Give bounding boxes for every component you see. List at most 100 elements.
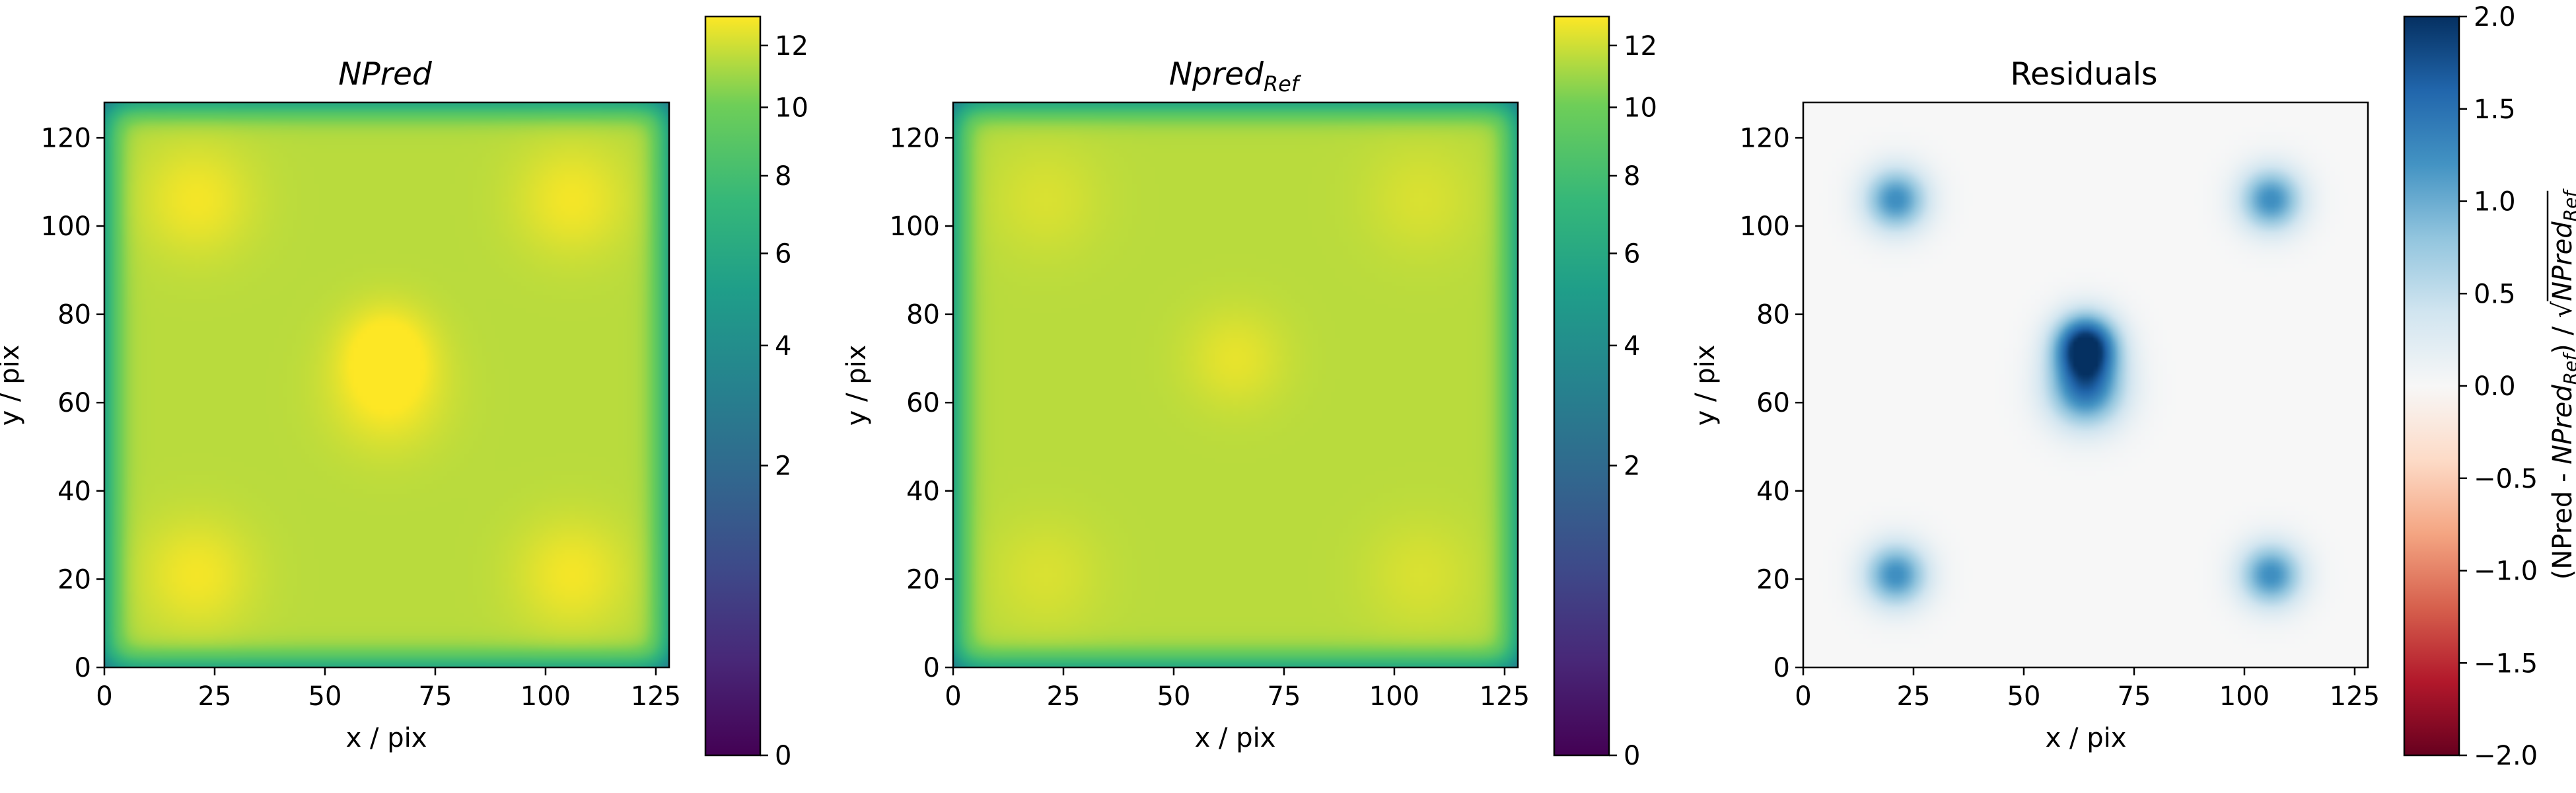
colorbar-ticks: 0 2 4 6 8 10 12 bbox=[760, 31, 808, 771]
x-tick-label: 0 bbox=[945, 681, 961, 712]
x-axis-label: x / pix bbox=[1195, 723, 1276, 753]
title-subscript: Ref bbox=[1264, 71, 1302, 96]
heatmap-image bbox=[1803, 102, 2368, 667]
colorbar: 0 2 4 6 8 10 12 bbox=[1553, 15, 1657, 771]
x-tick-label: 125 bbox=[1480, 681, 1530, 712]
label-npred-radicand: NPred bbox=[2548, 221, 2576, 301]
x-tick-label: 50 bbox=[1157, 681, 1191, 712]
label-middle: ) / bbox=[2548, 318, 2576, 354]
colorbar-tick-label: 10 bbox=[775, 93, 808, 123]
y-tick-label: 20 bbox=[906, 564, 940, 595]
axis-ticks: 0 25 50 75 100 125 0 20 40 60 80 100 120 bbox=[890, 123, 1530, 712]
heatmap-image bbox=[104, 102, 669, 667]
y-tick-label: 120 bbox=[1740, 123, 1790, 153]
x-tick-label: 100 bbox=[1369, 681, 1419, 712]
colorbar-label: (NPred - NPredRef) / √NPredRef bbox=[2546, 188, 2576, 580]
heatmap-image bbox=[953, 102, 1518, 667]
x-tick-label: 75 bbox=[1268, 681, 1301, 712]
y-axis-label: y / pix bbox=[841, 345, 872, 426]
y-tick-label: 120 bbox=[890, 123, 940, 153]
y-tick-label: 40 bbox=[1756, 476, 1790, 507]
colorbar-gradient bbox=[705, 17, 760, 755]
label-npred: NPred bbox=[2548, 385, 2576, 465]
colorbar-tick-label: 10 bbox=[1624, 93, 1657, 123]
x-tick-label: 0 bbox=[1795, 681, 1811, 712]
x-tick-label: 50 bbox=[2007, 681, 2041, 712]
panel-residuals: Residuals 0 25 50 75 100 125 0 20 40 60 80 100 120 x… bbox=[1690, 2, 2576, 771]
title-main: Npred bbox=[1169, 56, 1264, 93]
colorbar-ticks: 0 2 4 6 8 10 12 bbox=[1609, 31, 1657, 771]
colorbar-label-text: (NPred - NPredRef) / √NPredRef bbox=[2548, 188, 2576, 580]
label-ref: Ref bbox=[2559, 352, 2576, 385]
y-tick-label: 60 bbox=[57, 388, 91, 418]
colorbar-tick-label: 1.0 bbox=[2474, 187, 2516, 217]
panel-title: NPred bbox=[338, 56, 433, 93]
colorbar: 2.0 1.5 1.0 0.5 0.0 −0.5 −1.0 −1.5 −2.0 bbox=[2403, 2, 2538, 771]
colorbar-tick-label: 0 bbox=[775, 741, 791, 771]
y-axis-label: y / pix bbox=[1690, 345, 1721, 426]
y-tick-label: 40 bbox=[57, 476, 91, 507]
y-tick-label: 20 bbox=[57, 564, 91, 595]
x-tick-label: 100 bbox=[520, 681, 571, 712]
x-tick-label: 125 bbox=[631, 681, 681, 712]
colorbar-tick-label: 1.5 bbox=[2474, 94, 2516, 125]
y-tick-label: 80 bbox=[906, 300, 940, 330]
x-axis-label: x / pix bbox=[2046, 723, 2127, 753]
axis-ticks: 0 25 50 75 100 125 0 20 40 60 80 100 120 bbox=[41, 123, 682, 712]
y-tick-label: 80 bbox=[57, 300, 91, 330]
colorbar-tick-label: 6 bbox=[1624, 239, 1640, 269]
x-tick-label: 25 bbox=[1047, 681, 1081, 712]
plot-frame bbox=[1802, 101, 2369, 669]
y-tick-label: 60 bbox=[906, 388, 940, 418]
y-tick-label: 0 bbox=[75, 653, 91, 683]
colorbar-tick-label: −1.0 bbox=[2474, 556, 2538, 587]
panel-title: NpredRef bbox=[1169, 56, 1302, 96]
y-tick-label: 0 bbox=[923, 653, 940, 683]
colorbar-tick-label: 8 bbox=[775, 161, 791, 192]
axis-ticks: 0 25 50 75 100 125 0 20 40 60 80 100 120 bbox=[1740, 123, 2380, 712]
colorbar-tick-label: −2.0 bbox=[2474, 741, 2538, 771]
y-tick-label: 40 bbox=[906, 476, 940, 507]
y-tick-label: 60 bbox=[1756, 388, 1790, 418]
x-tick-label: 100 bbox=[2219, 681, 2270, 712]
colorbar-tick-label: 6 bbox=[775, 239, 791, 269]
x-tick-label: 125 bbox=[2330, 681, 2380, 712]
colorbar-tick-label: −1.5 bbox=[2474, 648, 2538, 679]
colorbar-frame bbox=[704, 15, 762, 757]
y-tick-label: 80 bbox=[1756, 300, 1790, 330]
label-ref-radicand: Ref bbox=[2559, 188, 2576, 222]
plot-frame bbox=[952, 101, 1519, 669]
plot-frame bbox=[103, 101, 670, 669]
colorbar-ticks: 2.0 1.5 1.0 0.5 0.0 −0.5 −1.0 −1.5 −2.0 bbox=[2459, 2, 2538, 771]
y-tick-label: 100 bbox=[41, 211, 91, 242]
colorbar-tick-label: 4 bbox=[1624, 331, 1640, 361]
x-axis-label: x / pix bbox=[346, 723, 427, 753]
colorbar-tick-label: 2 bbox=[775, 451, 791, 481]
label-sqrt-sign: √ bbox=[2548, 301, 2576, 318]
colorbar-gradient bbox=[1554, 17, 1609, 755]
panel-title: Residuals bbox=[2011, 56, 2158, 93]
colorbar-tick-label: 12 bbox=[775, 31, 808, 61]
colorbar-tick-label: 12 bbox=[1624, 31, 1657, 61]
colorbar-gradient bbox=[2404, 17, 2459, 755]
x-tick-label: 0 bbox=[96, 681, 112, 712]
colorbar-frame bbox=[1553, 15, 1610, 757]
colorbar-tick-label: 0 bbox=[1624, 741, 1640, 771]
x-tick-label: 25 bbox=[198, 681, 232, 712]
colorbar-tick-label: −0.5 bbox=[2474, 464, 2538, 494]
y-axis-label: y / pix bbox=[0, 345, 25, 426]
colorbar-tick-label: 0.5 bbox=[2474, 279, 2516, 309]
colorbar-tick-label: 0.0 bbox=[2474, 371, 2516, 402]
colorbar-tick-label: 2 bbox=[1624, 451, 1640, 481]
y-tick-label: 100 bbox=[1740, 211, 1790, 242]
x-tick-label: 50 bbox=[308, 681, 342, 712]
colorbar-tick-label: 4 bbox=[775, 331, 791, 361]
x-tick-label: 75 bbox=[2118, 681, 2151, 712]
label-prefix: (NPred - bbox=[2548, 465, 2576, 580]
colorbar: 0 2 4 6 8 10 12 bbox=[704, 15, 808, 771]
colorbar-tick-label: 2.0 bbox=[2474, 2, 2516, 32]
colorbar-tick-label: 8 bbox=[1624, 161, 1640, 192]
